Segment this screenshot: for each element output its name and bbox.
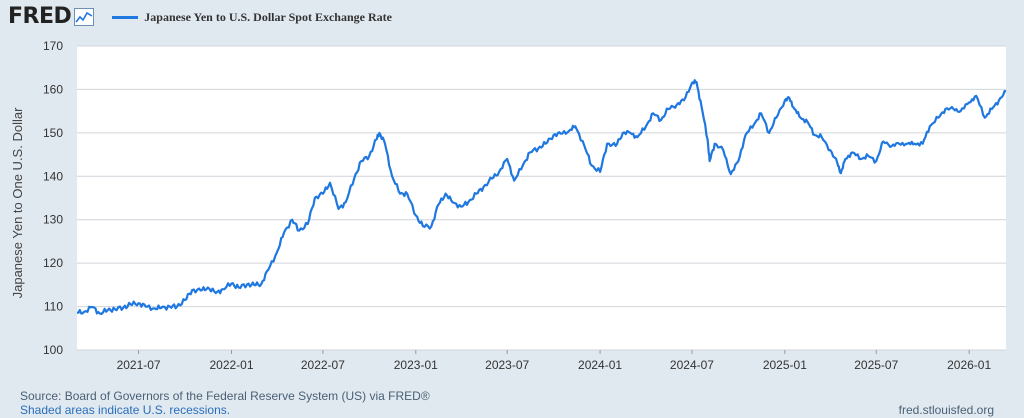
x-tick-label: 2023-01	[394, 358, 438, 372]
legend-label: Japanese Yen to U.S. Dollar Spot Exchang…	[144, 9, 392, 24]
y-tick-label: 120	[43, 256, 63, 270]
x-tick-label: 2024-01	[578, 358, 622, 372]
x-tick-label: 2021-07	[117, 358, 161, 372]
legend: Japanese Yen to U.S. Dollar Spot Exchang…	[112, 10, 392, 25]
y-tick-label: 150	[43, 126, 63, 140]
fred-chart-icon	[74, 8, 95, 26]
y-tick-label: 130	[43, 213, 63, 227]
x-tick-label: 2024-07	[670, 358, 714, 372]
footer-source: Source: Board of Governors of the Federa…	[20, 389, 430, 417]
y-tick-label: 160	[43, 82, 63, 96]
x-tick-label: 2025-07	[854, 358, 898, 372]
y-tick-label: 170	[43, 39, 63, 53]
x-tick-label: 2026-01	[947, 358, 991, 372]
x-tick-label: 2023-07	[485, 358, 529, 372]
y-tick-label: 140	[43, 169, 63, 183]
series-line-usd-jpy	[77, 79, 1007, 316]
source-text: Source: Board of Governors of the Federa…	[20, 389, 430, 403]
chart-header: FRED Japanese Yen to U.S. Dollar Spot Ex…	[8, 4, 392, 30]
legend-swatch	[112, 15, 139, 19]
fred-site-link[interactable]: fred.stlouisfed.org	[898, 403, 994, 417]
plot-area	[77, 46, 1006, 350]
fred-logo-text: FRED	[8, 4, 72, 29]
x-tick-label: 2025-01	[763, 358, 807, 372]
y-axis-label: Japanese Yen to One U.S. Dollar	[10, 107, 25, 298]
fred-logo[interactable]: FRED	[8, 4, 95, 29]
x-tick-label: 2022-07	[301, 358, 345, 372]
y-tick-label: 100	[43, 343, 63, 357]
y-tick-label: 110	[44, 300, 63, 314]
recession-note-link[interactable]: Shaded areas indicate U.S. recessions.	[20, 403, 231, 417]
x-tick-label: 2022-01	[209, 358, 253, 372]
